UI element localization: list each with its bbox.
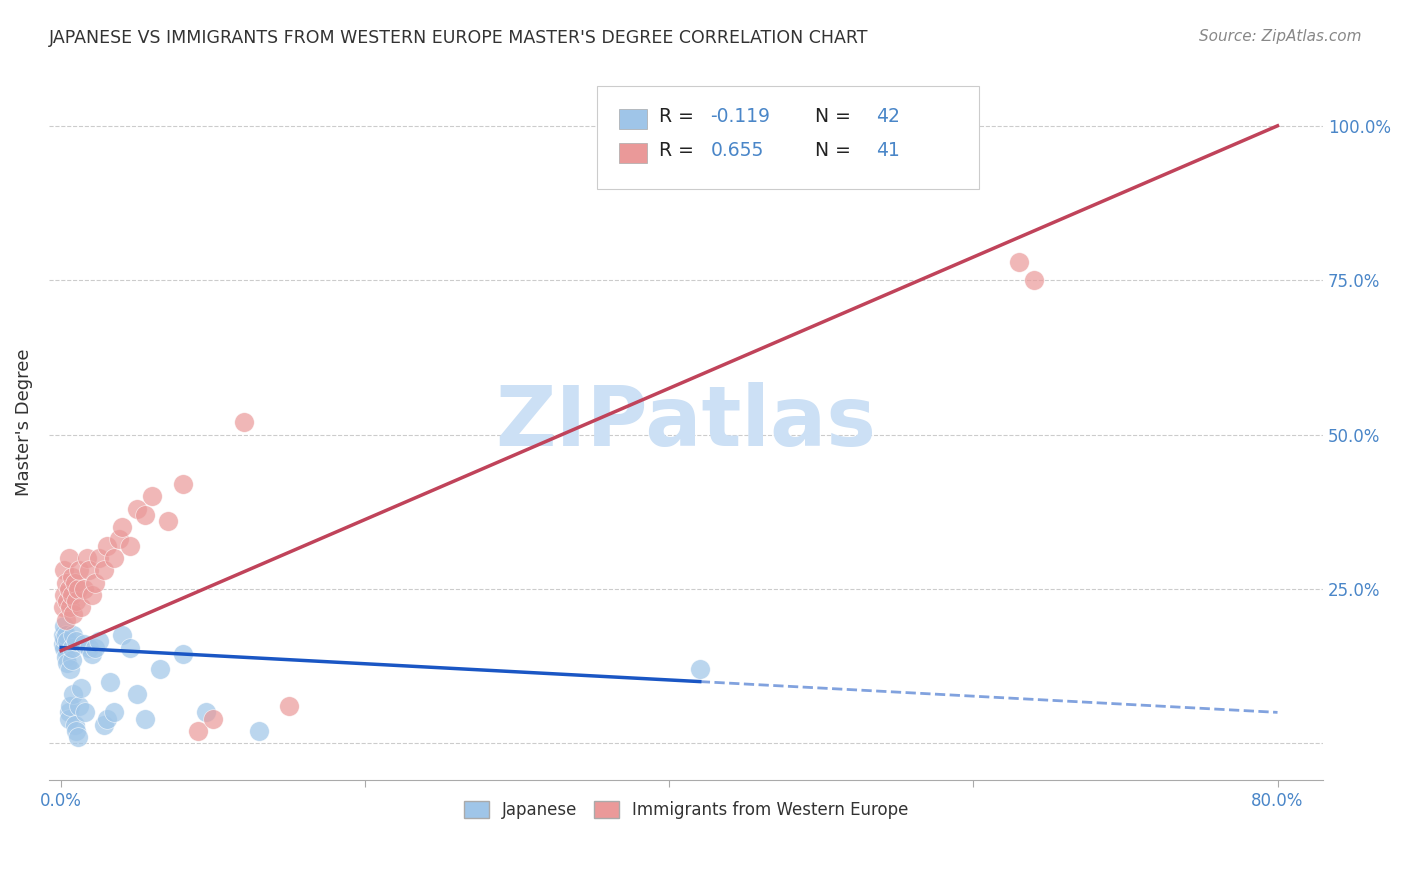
Point [111,628,134,642]
Point [83,640,105,655]
Point [689,662,711,676]
Text: N =: N = [797,107,856,126]
Point [194,706,217,720]
Point [70,681,93,695]
Point [202,712,225,726]
Point [93,717,115,731]
Point [77,563,100,577]
Point [111,520,134,534]
Point [134,508,156,522]
Point [53,640,76,655]
Point [89,551,111,566]
Text: ZIPatlas: ZIPatlas [495,382,876,463]
Bar [619,143,647,163]
Point [93,563,115,577]
Point [278,699,301,714]
Point [77,640,100,655]
Text: Source: ZipAtlas.com: Source: ZipAtlas.com [1198,29,1361,44]
Point [52,628,75,642]
Point [53,632,76,646]
FancyBboxPatch shape [598,86,979,189]
Point [67,563,90,577]
Text: -0.119: -0.119 [710,107,770,126]
Point [58,712,80,726]
Point [108,533,131,547]
Point [58,582,80,596]
Point [63,575,86,590]
Point [127,687,149,701]
Point [59,600,82,615]
Point [127,501,149,516]
Point [66,730,89,744]
Point [73,637,96,651]
Point [598,125,620,139]
Point [65,594,87,608]
Point [232,415,254,429]
Bar [619,109,647,129]
Point [66,582,89,596]
Point [118,539,141,553]
Text: R =: R = [659,107,700,126]
Point [1008,254,1031,268]
Point [52,600,75,615]
Point [89,634,111,648]
Point [65,723,87,738]
Text: 42: 42 [876,107,900,126]
Text: 0.655: 0.655 [710,141,763,160]
Point [55,575,77,590]
Point [60,640,83,655]
Point [65,634,87,648]
Legend: Japanese, Immigrants from Western Europe: Japanese, Immigrants from Western Europe [457,794,915,826]
Point [172,477,194,491]
Point [60,653,83,667]
Point [134,712,156,726]
Point [247,723,270,738]
Point [60,569,83,583]
Point [156,514,179,528]
Point [149,662,172,676]
Point [62,628,84,642]
Point [67,699,90,714]
Point [75,706,97,720]
Point [83,575,105,590]
Point [60,588,83,602]
Point [96,712,118,726]
Point [58,706,80,720]
Point [70,600,93,615]
Point [98,674,121,689]
Point [56,656,79,670]
Point [1024,273,1046,287]
Text: 41: 41 [876,141,900,160]
Point [62,687,84,701]
Point [172,647,194,661]
Point [53,588,76,602]
Point [56,634,79,648]
Point [80,647,103,661]
Point [118,640,141,655]
Point [52,637,75,651]
Point [96,539,118,553]
Point [141,489,163,503]
Point [58,551,80,566]
Point [53,619,76,633]
Point [80,588,103,602]
Point [59,662,82,676]
Point [76,551,98,566]
Point [103,706,125,720]
Text: R =: R = [659,141,700,160]
Point [73,582,96,596]
Text: N =: N = [797,141,856,160]
Point [55,628,77,642]
Point [56,594,79,608]
Point [53,563,76,577]
Point [62,607,84,621]
Point [63,717,86,731]
Point [55,613,77,627]
Point [55,649,77,664]
Point [187,723,209,738]
Point [59,699,82,714]
Y-axis label: Master's Degree: Master's Degree [15,349,32,496]
Text: JAPANESE VS IMMIGRANTS FROM WESTERN EUROPE MASTER'S DEGREE CORRELATION CHART: JAPANESE VS IMMIGRANTS FROM WESTERN EURO… [49,29,869,46]
Point [103,551,125,566]
